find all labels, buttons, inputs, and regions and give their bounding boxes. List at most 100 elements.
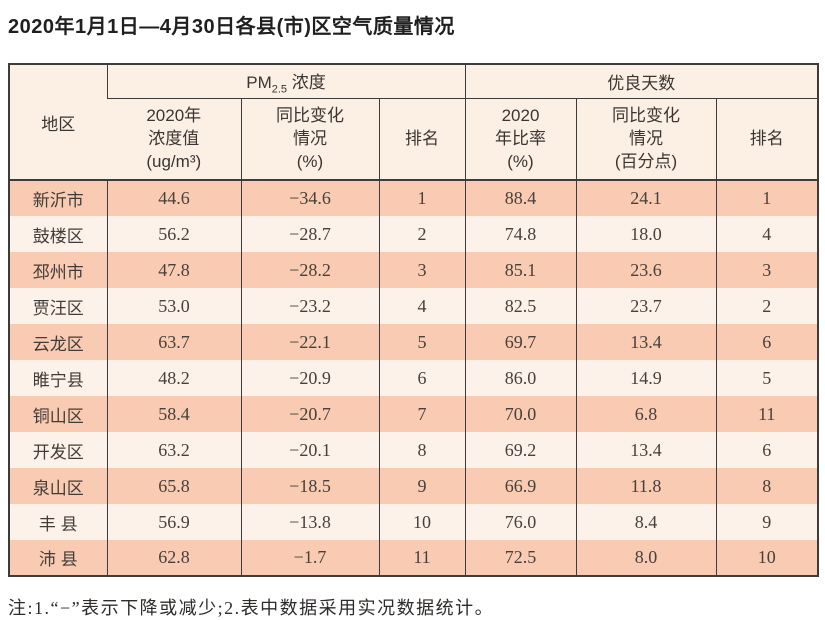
ratio-change-cell: 6.8 [575,396,716,432]
pm25-change-cell: −34.6 [240,180,379,216]
ratio-value-cell: 86.0 [464,360,576,396]
table-row: 云龙区 63.7 −22.1 5 69.7 13.4 6 [9,324,819,360]
ratio-value-cell: 82.5 [464,288,576,324]
pm25-change-cell: −28.7 [240,216,379,252]
pm25-rank-cell: 6 [378,360,465,396]
ratio-change-cell: 13.4 [575,324,716,360]
region-cell: 新沂市 [9,180,107,216]
region-cell: 丰 县 [9,504,107,540]
pm25-value-column-header: 2020年 浓度值 (ug/m³) [107,98,241,180]
table-row: 沛 县 62.8 −1.7 11 72.5 8.0 10 [9,540,819,576]
ratio-change-cell: 8.4 [575,504,716,540]
table-row: 开发区 63.2 −20.1 8 69.2 13.4 6 [9,432,819,468]
region-cell: 贾汪区 [9,288,107,324]
ratio-change-cell: 23.7 [575,288,716,324]
ratio-rank-column-header: 排名 [715,98,819,180]
ratio-value-cell: 88.4 [464,180,576,216]
ratio-change-cell: 23.6 [575,252,716,288]
pm25-rank-cell: 1 [378,180,465,216]
pm25-rank-cell: 10 [378,504,465,540]
table-header: 地区 PM2.5 浓度 优良天数 2020年 浓度值 (ug/m³) 同比变化 … [9,64,819,180]
pm25-value-cell: 63.2 [106,432,241,468]
ratio-change-cell: 11.8 [575,468,716,504]
pm25-value-cell: 56.9 [106,504,241,540]
pm25-change-column-header: 同比变化 情况 (%) [240,98,379,180]
ratio-rank-cell: 2 [715,288,819,324]
ratio-rank-cell: 9 [715,504,819,540]
ratio-rank-cell: 1 [715,180,819,216]
air-quality-table: 地区 PM2.5 浓度 优良天数 2020年 浓度值 (ug/m³) 同比变化 … [8,63,820,577]
pm25-rank-cell: 2 [378,216,465,252]
ratio-change-cell: 14.9 [575,360,716,396]
pm25-label-prefix: PM [246,72,272,92]
table-row: 铜山区 58.4 −20.7 7 70.0 6.8 11 [9,396,819,432]
pm25-value-cell: 63.7 [106,324,241,360]
pm25-value-cell: 47.8 [106,252,241,288]
pm25-value-cell: 58.4 [106,396,241,432]
table-row: 睢宁县 48.2 −20.9 6 86.0 14.9 5 [9,360,819,396]
header-group-row: 地区 PM2.5 浓度 优良天数 [9,64,819,180]
ratio-change-column-header: 同比变化 情况 (百分点) [575,98,716,180]
ratio-value-cell: 69.2 [464,432,576,468]
region-cell: 邳州市 [9,252,107,288]
pm25-change-cell: −20.9 [240,360,379,396]
pm25-rank-column-header: 排名 [378,98,465,180]
ratio-rank-cell: 11 [715,396,819,432]
ratio-rank-cell: 3 [715,252,819,288]
footnote: 注:1.“−”表示下降或减少;2.表中数据采用实况数据统计。 [8,598,495,618]
table-row: 泉山区 65.8 −18.5 9 66.9 11.8 8 [9,468,819,504]
ratio-value-cell: 76.0 [464,504,576,540]
pm25-change-cell: −1.7 [240,540,379,576]
region-cell: 铜山区 [9,396,107,432]
pm25-value-cell: 44.6 [106,180,241,216]
ratio-value-cell: 69.7 [464,324,576,360]
table-row: 新沂市 44.6 −34.6 1 88.4 24.1 1 [9,180,819,216]
ratio-change-cell: 13.4 [575,432,716,468]
pm25-rank-cell: 7 [378,396,465,432]
ratio-value-cell: 85.1 [464,252,576,288]
ratio-value-cell: 74.8 [464,216,576,252]
region-cell: 泉山区 [9,468,107,504]
pm25-value-cell: 53.0 [106,288,241,324]
pm25-rank-cell: 4 [378,288,465,324]
ratio-rank-cell: 5 [715,360,819,396]
pm25-change-cell: −18.5 [240,468,379,504]
ratio-value-cell: 66.9 [464,468,576,504]
ratio-value-cell: 70.0 [464,396,576,432]
table-row: 邳州市 47.8 −28.2 3 85.1 23.6 3 [9,252,819,288]
page-title: 2020年1月1日—4月30日各县(市)区空气质量情况 [8,16,455,38]
ratio-change-cell: 24.1 [575,180,716,216]
header-sub-row: 2020年 浓度值 (ug/m³) 同比变化 情况 (%) 排名 2020 年比… [9,98,819,180]
ratio-change-cell: 8.0 [575,540,716,576]
pm25-rank-cell: 5 [378,324,465,360]
ratio-rank-cell: 8 [715,468,819,504]
pm25-group-header: PM2.5 浓度 [106,64,465,99]
table-row: 鼓楼区 56.2 −28.7 2 74.8 18.0 4 [9,216,819,252]
region-cell: 云龙区 [9,324,107,360]
table-body: 新沂市 44.6 −34.6 1 88.4 24.1 1 鼓楼区 56.2 −28.7 2 74.8 1… [9,180,819,576]
pm25-value-cell: 56.2 [106,216,241,252]
pm25-value-cell: 65.8 [106,468,241,504]
ratio-rank-cell: 6 [715,432,819,468]
ratio-value-column-header: 2020 年比率 (%) [464,98,576,180]
pm25-label-subscript: 2.5 [271,82,288,95]
pm25-rank-cell: 3 [378,252,465,288]
pm25-value-cell: 48.2 [106,360,241,396]
ratio-rank-cell: 10 [715,540,819,576]
region-cell: 开发区 [9,432,107,468]
pm25-change-cell: −20.1 [240,432,379,468]
pm25-change-cell: −20.7 [240,396,379,432]
pm25-change-cell: −23.2 [240,288,379,324]
pm25-change-cell: −22.1 [240,324,379,360]
pm25-rank-cell: 11 [378,540,465,576]
region-column-header: 地区 [9,64,107,180]
ratio-rank-cell: 4 [715,216,819,252]
region-cell: 沛 县 [9,540,107,576]
pm25-change-cell: −13.8 [240,504,379,540]
table-row: 贾汪区 53.0 −23.2 4 82.5 23.7 2 [9,288,819,324]
ratio-change-cell: 18.0 [575,216,716,252]
table-row: 丰 县 56.9 −13.8 10 76.0 8.4 9 [9,504,819,540]
region-cell: 鼓楼区 [9,216,107,252]
pm25-rank-cell: 9 [378,468,465,504]
